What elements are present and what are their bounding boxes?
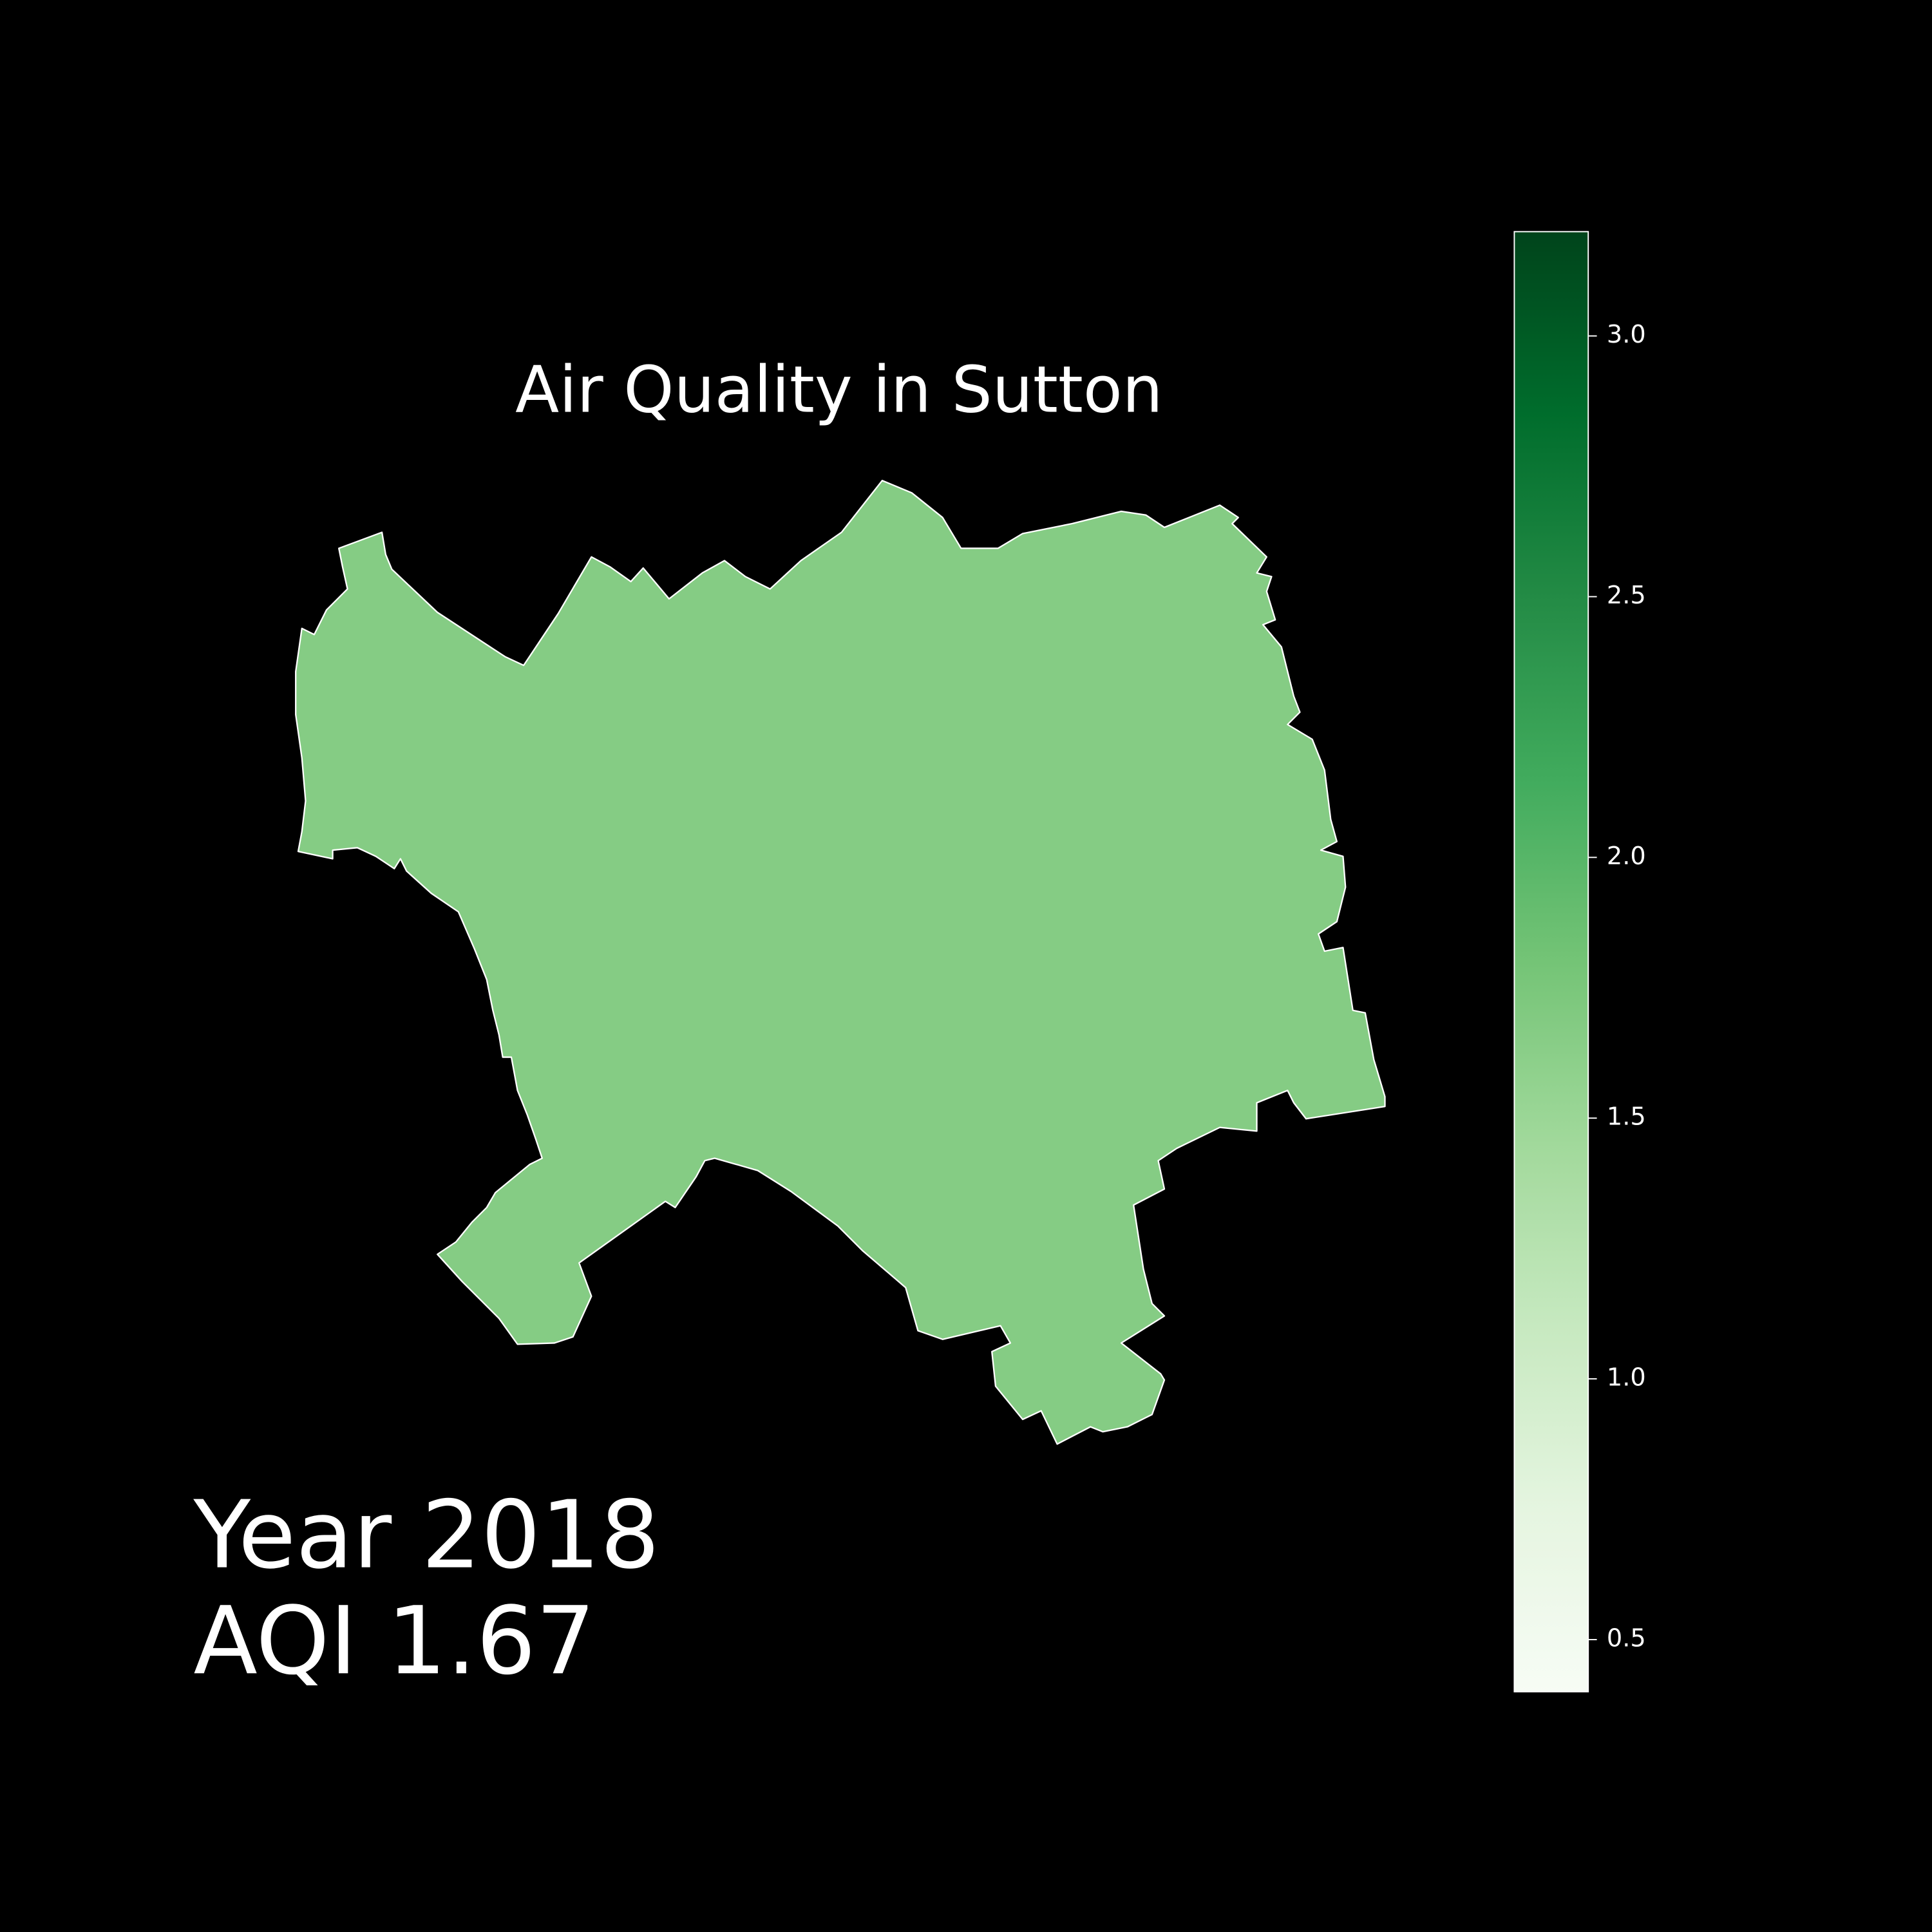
colorbar-scale <box>1513 231 1589 1692</box>
colorbar: 0.5 1.0 1.5 2.0 2.5 3.0 <box>1513 231 1646 1692</box>
map <box>295 480 1386 1445</box>
colorbar-tick-label: 0.5 <box>1607 1624 1646 1653</box>
year-label: Year 2018 <box>193 1481 659 1590</box>
colorbar-tick-label: 3.0 <box>1607 320 1646 349</box>
colorbar-tick-label: 2.0 <box>1607 842 1646 871</box>
colorbar-tick-label: 1.0 <box>1607 1363 1646 1392</box>
chart-title: Air Quality in Sutton <box>515 354 1163 428</box>
value-label: AQI 1.67 <box>193 1587 595 1696</box>
colorbar-tick-label: 2.5 <box>1607 581 1646 610</box>
region <box>295 480 1386 1445</box>
colorbar-tick-label: 1.5 <box>1607 1103 1646 1132</box>
